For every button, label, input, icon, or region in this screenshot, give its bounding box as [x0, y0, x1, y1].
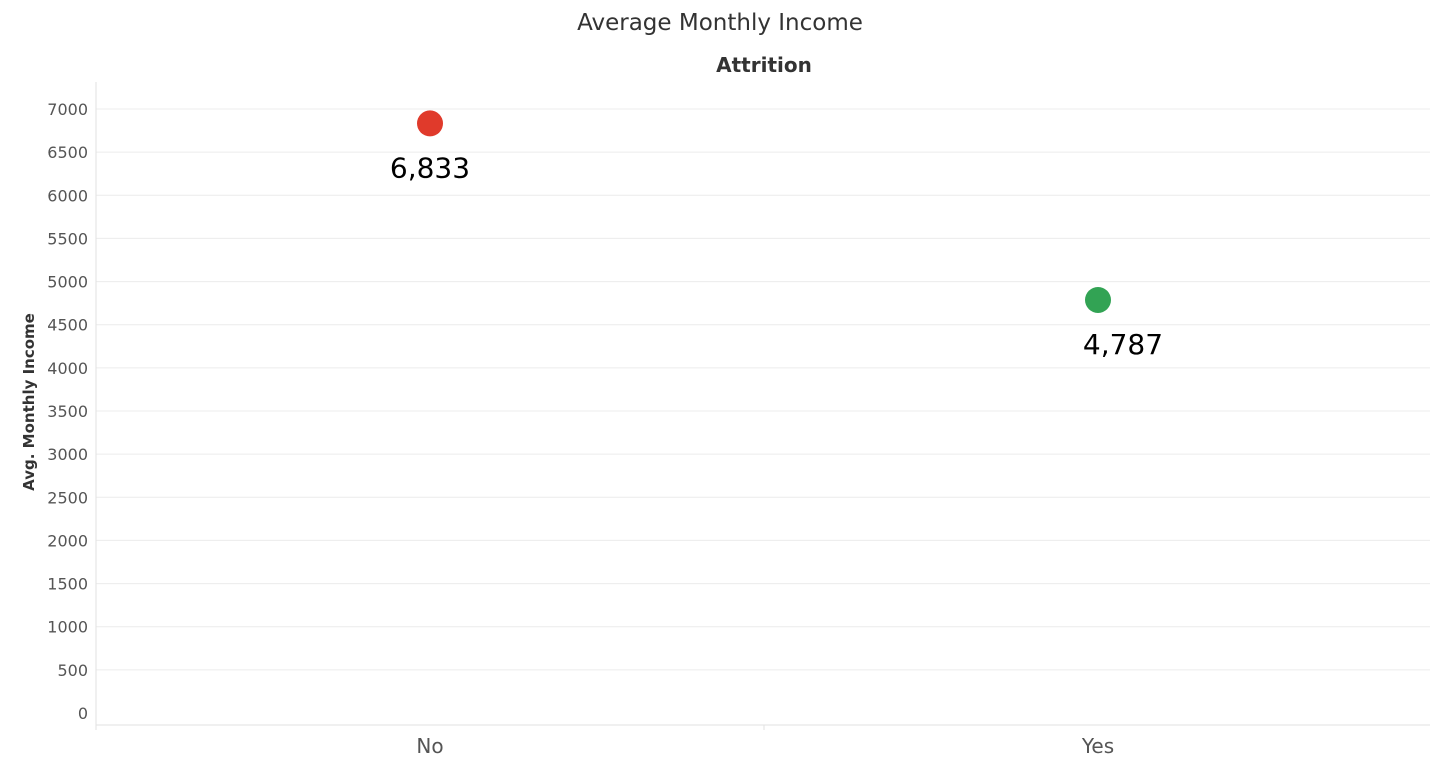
- y-tick-label: 2000: [47, 531, 88, 550]
- y-tick-label: 4000: [47, 359, 88, 378]
- y-tick-label: 4500: [47, 316, 88, 335]
- y-tick-label: 7000: [47, 100, 88, 119]
- chart-title: Average Monthly Income: [577, 10, 863, 36]
- data-label: 6,833: [390, 151, 470, 184]
- x-tick-label: No: [416, 734, 443, 758]
- data-label: 4,787: [1083, 328, 1163, 361]
- data-point: [417, 110, 443, 137]
- y-tick-labels: 0 500 1000 1500 2000 2500 3000 3500 4000 4500 5000…: [47, 100, 88, 723]
- x-tick-labels: No Yes: [416, 734, 1114, 758]
- y-tick-label: 1500: [47, 575, 88, 594]
- x-tick-label: Yes: [1081, 734, 1114, 758]
- y-tick-label: 5000: [47, 273, 88, 292]
- y-axis-label: Avg. Monthly Income: [20, 313, 38, 491]
- y-tick-label: 5500: [47, 229, 88, 248]
- axis-layer: [95, 82, 1430, 730]
- y-tick-label: 6000: [47, 186, 88, 205]
- data-point: [1085, 286, 1111, 313]
- y-tick-label: 6500: [47, 143, 88, 162]
- y-tick-label: 3500: [47, 402, 88, 421]
- y-tick-label: 2500: [47, 488, 88, 507]
- y-tick-label: 0: [78, 704, 88, 723]
- data-points: [417, 110, 1111, 313]
- data-labels: 6,833 4,787: [390, 151, 1163, 361]
- column-header: Attrition: [716, 53, 812, 77]
- grid-layer: [96, 108, 1430, 671]
- y-tick-label: 3000: [47, 445, 88, 464]
- y-tick-label: 500: [57, 661, 88, 680]
- y-tick-label: 1000: [47, 618, 88, 637]
